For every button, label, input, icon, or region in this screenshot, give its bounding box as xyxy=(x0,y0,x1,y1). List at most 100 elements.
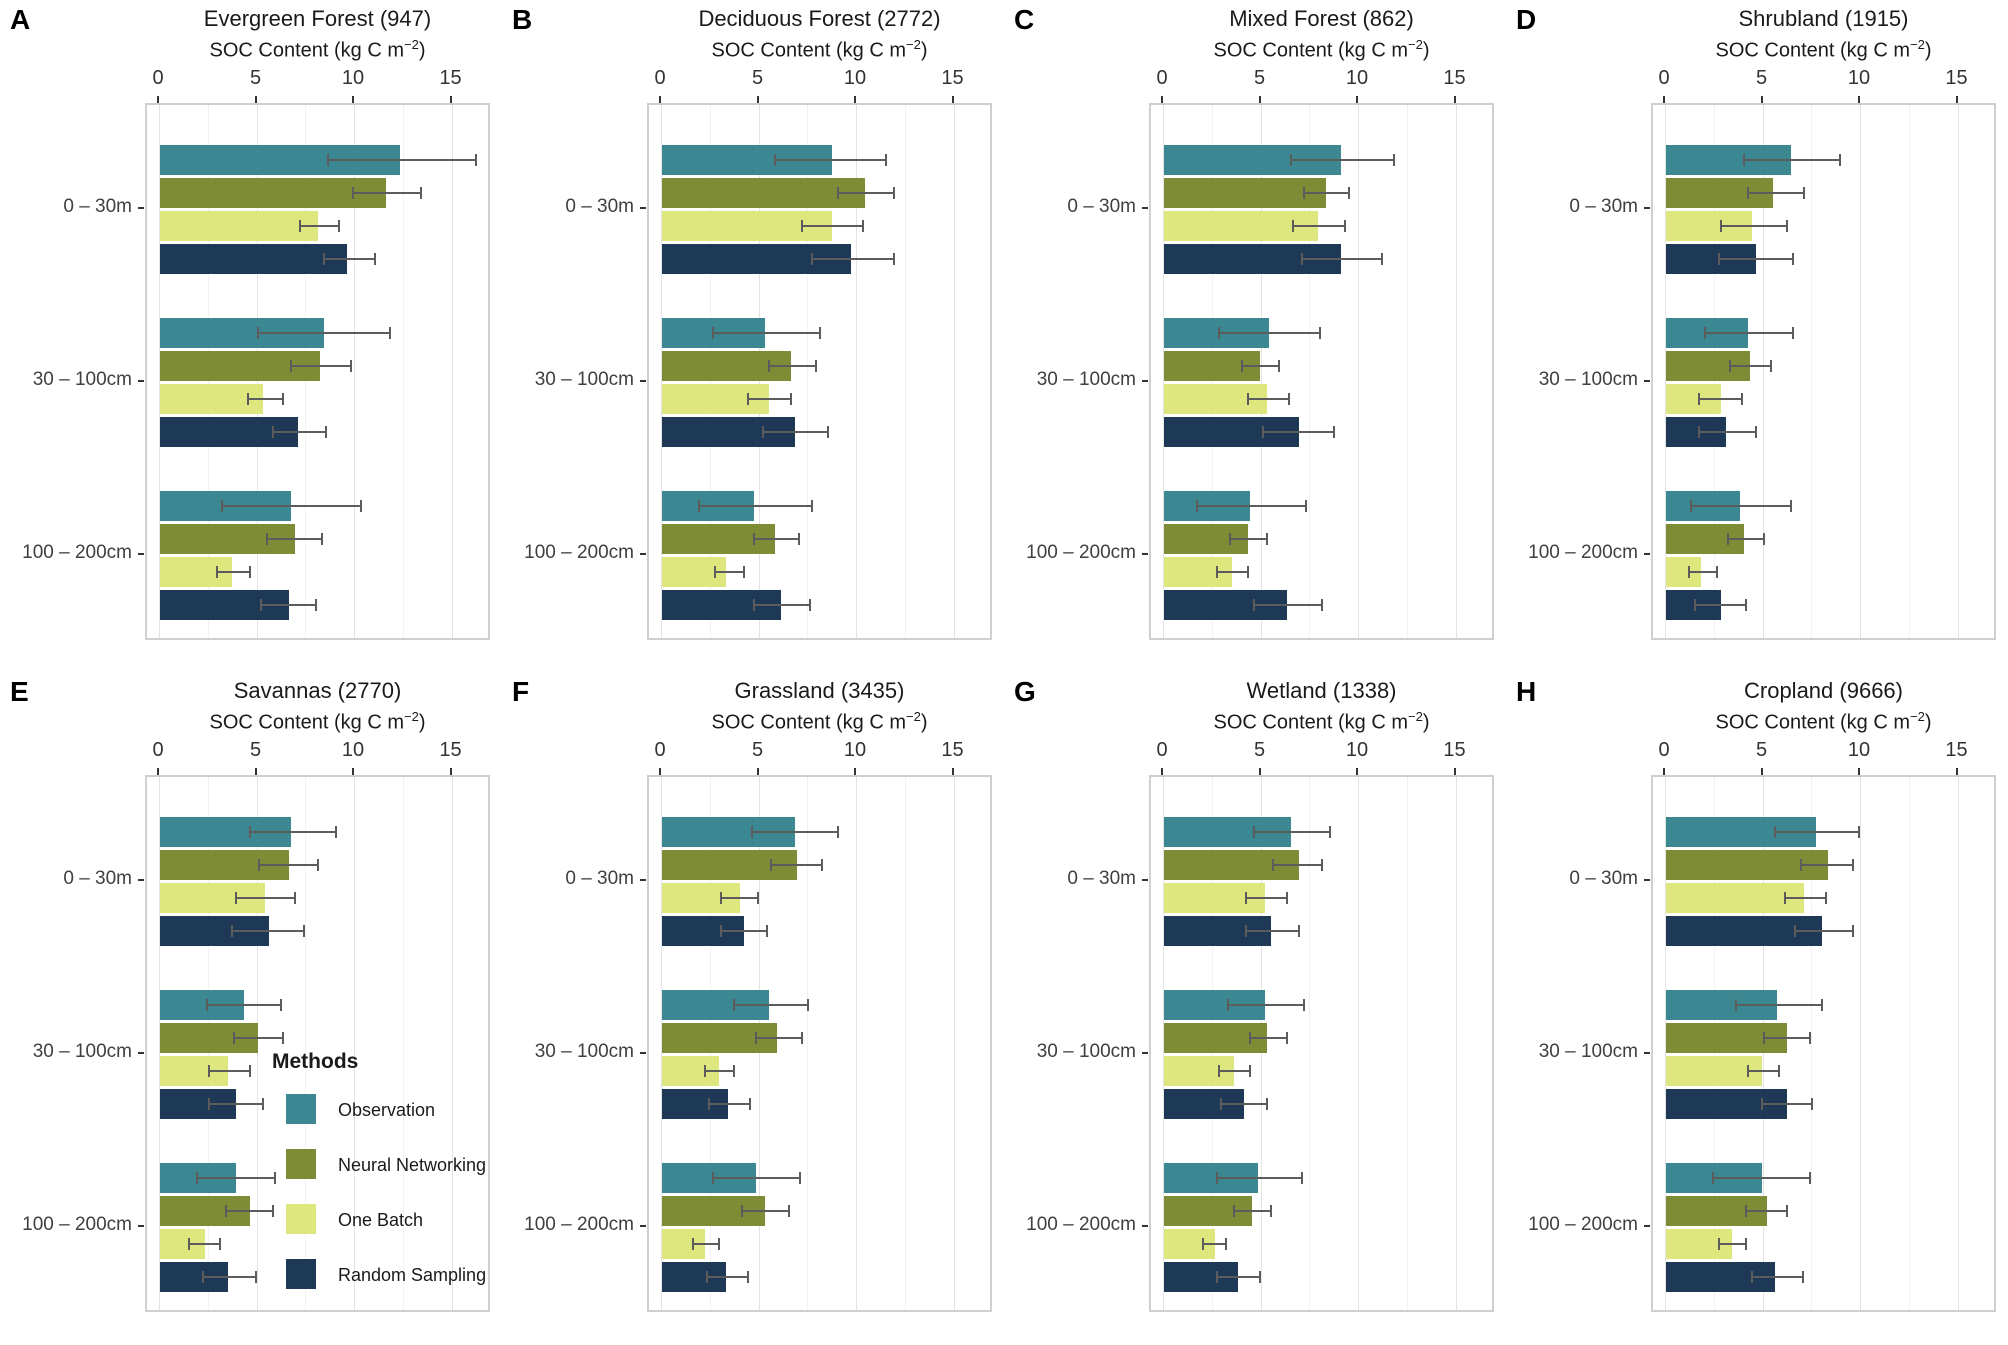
legend-label: Neural Networking xyxy=(338,1155,487,1175)
x-tick-mark xyxy=(1858,96,1860,103)
error-bar xyxy=(1720,225,1787,227)
x-tick-mark xyxy=(157,768,159,775)
x-tick-label: 0 xyxy=(152,739,164,761)
panel-B: B Deciduous Forest (2772) SOC Content (kg … xyxy=(502,0,1004,672)
legend-item: One Batch xyxy=(272,1204,502,1234)
gridline-major xyxy=(953,777,955,1310)
panel-H: H Cropland (9666) SOC Content (kg C m−2) 0 5… xyxy=(1506,672,2008,1344)
x-axis-label-exponent: −2 xyxy=(404,709,419,724)
error-bar-cap xyxy=(1219,1098,1222,1110)
error-bar-cap xyxy=(1285,1032,1288,1044)
error-bar-cap xyxy=(1320,599,1323,611)
gridline-major xyxy=(1260,105,1262,638)
x-axis-label-exponent: −2 xyxy=(404,37,419,52)
y-tick-mark xyxy=(640,1224,646,1227)
error-bar xyxy=(755,1037,803,1039)
panel-title: Grassland (3435) xyxy=(734,678,905,703)
legend-swatch-random-sampling xyxy=(286,1259,316,1289)
error-bar-cap xyxy=(1729,360,1732,372)
plot-area xyxy=(647,775,992,1312)
error-bar-cap xyxy=(248,1065,251,1077)
error-bar-cap xyxy=(338,220,341,232)
error-bar-cap xyxy=(420,187,423,199)
bar-neural-networking xyxy=(160,178,387,208)
plot-area xyxy=(1149,775,1494,1312)
error-bar-cap xyxy=(885,154,888,166)
error-bar-cap xyxy=(1328,826,1331,838)
error-bar-cap xyxy=(1319,327,1321,339)
error-bar xyxy=(222,505,361,507)
x-axis-label: SOC Content (kg C m−2) xyxy=(1715,37,1932,62)
gridline-minor xyxy=(1908,105,1910,638)
y-tick-label: 30 – 100cm xyxy=(1036,368,1136,390)
y-tick-label: 100 – 200cm xyxy=(1528,541,1638,563)
x-tick-label: 5 xyxy=(1253,739,1266,761)
error-bar xyxy=(1744,159,1840,161)
error-bar xyxy=(812,258,895,260)
gridline-major xyxy=(1358,777,1359,1310)
gridline-major xyxy=(856,777,857,1310)
error-bar-cap xyxy=(188,1238,191,1250)
error-bar-cap xyxy=(754,1032,757,1044)
x-tick-mark xyxy=(1161,96,1163,103)
error-bar-cap xyxy=(1770,360,1773,372)
x-tick-mark xyxy=(854,768,856,775)
error-bar-cap xyxy=(1838,154,1841,166)
x-tick-mark xyxy=(756,96,759,103)
x-tick-mark xyxy=(1663,96,1665,103)
panel-C: C Mixed Forest (862) SOC Content (kg C m−2… xyxy=(1004,0,1506,672)
error-bar-cap xyxy=(225,1205,228,1217)
gridline-major xyxy=(1957,777,1959,1310)
x-tick-mark xyxy=(659,96,661,103)
x-tick-label: 15 xyxy=(941,67,964,89)
x-axis-label: SOC Content (kg C m−2) xyxy=(1213,709,1430,734)
bar-one-batch xyxy=(160,211,318,241)
error-bar xyxy=(1691,505,1791,507)
error-bar xyxy=(712,1177,801,1179)
error-bar-cap xyxy=(258,859,261,871)
error-bar-cap xyxy=(811,253,814,265)
error-bar-cap xyxy=(742,566,745,578)
bar-neural-networking xyxy=(662,178,865,208)
x-tick-mark xyxy=(951,768,954,775)
error-bar-cap xyxy=(254,1271,257,1283)
x-tick-label: 10 xyxy=(1847,739,1871,761)
error-bar-cap xyxy=(201,1271,204,1283)
y-tick-label: 30 – 100cm xyxy=(32,368,132,390)
x-tick-mark xyxy=(1663,768,1665,775)
x-axis-label: SOC Content (kg C m−2) xyxy=(209,37,426,62)
error-bar-cap xyxy=(1690,500,1693,512)
error-bar-cap xyxy=(1719,220,1722,232)
error-bar-cap xyxy=(1278,360,1281,372)
x-tick-label: 0 xyxy=(1156,739,1168,761)
x-tick-mark xyxy=(157,96,159,103)
x-axis-label: SOC Content (kg C m−2) xyxy=(711,37,928,62)
error-bar-cap xyxy=(1297,925,1300,937)
error-bar-cap xyxy=(1320,859,1323,871)
legend-item: Random Sampling xyxy=(272,1259,502,1289)
bar-random-sampling xyxy=(160,244,348,274)
gridline-major xyxy=(159,105,160,638)
gridline-major xyxy=(1957,105,1959,638)
error-bar-cap xyxy=(1348,187,1351,199)
error-bar xyxy=(327,159,476,161)
error-bar-cap xyxy=(1233,1205,1236,1217)
error-bar-cap xyxy=(1272,859,1275,871)
error-bar xyxy=(1689,571,1717,573)
gridline-major xyxy=(1163,777,1164,1310)
error-bar-cap xyxy=(272,426,275,438)
error-bar xyxy=(720,930,768,932)
gridline-major xyxy=(1860,105,1861,638)
y-tick-label: 100 – 200cm xyxy=(1026,1213,1136,1235)
y-tick-mark xyxy=(1644,552,1650,555)
x-tick-label: 10 xyxy=(1847,67,1871,89)
panel-letter: D xyxy=(1516,4,1537,35)
error-bar-cap xyxy=(1215,1172,1218,1184)
x-axis-label-exponent: −2 xyxy=(906,37,921,52)
x-axis-label-exponent: −2 xyxy=(1910,37,1925,52)
error-bar xyxy=(720,897,758,899)
error-bar-cap xyxy=(1803,187,1806,199)
error-bar-cap xyxy=(1252,599,1255,611)
y-tick-label: 30 – 100cm xyxy=(1036,1040,1136,1062)
error-bar-cap xyxy=(1305,500,1308,512)
